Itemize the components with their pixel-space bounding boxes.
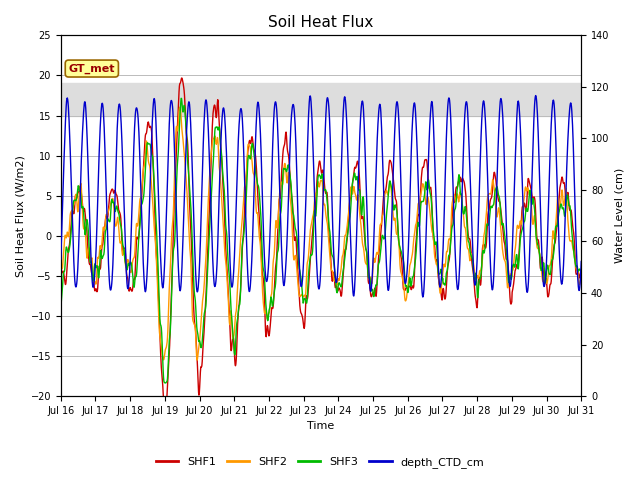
Y-axis label: Water Level (cm): Water Level (cm)	[615, 168, 625, 264]
Text: GT_met: GT_met	[68, 63, 115, 73]
Title: Soil Heat Flux: Soil Heat Flux	[268, 15, 374, 30]
Bar	[61, 84, 581, 116]
Y-axis label: Soil Heat Flux (W/m2): Soil Heat Flux (W/m2)	[15, 155, 25, 276]
X-axis label: Time: Time	[307, 421, 335, 432]
Legend: SHF1, SHF2, SHF3, depth_CTD_cm: SHF1, SHF2, SHF3, depth_CTD_cm	[152, 452, 488, 472]
